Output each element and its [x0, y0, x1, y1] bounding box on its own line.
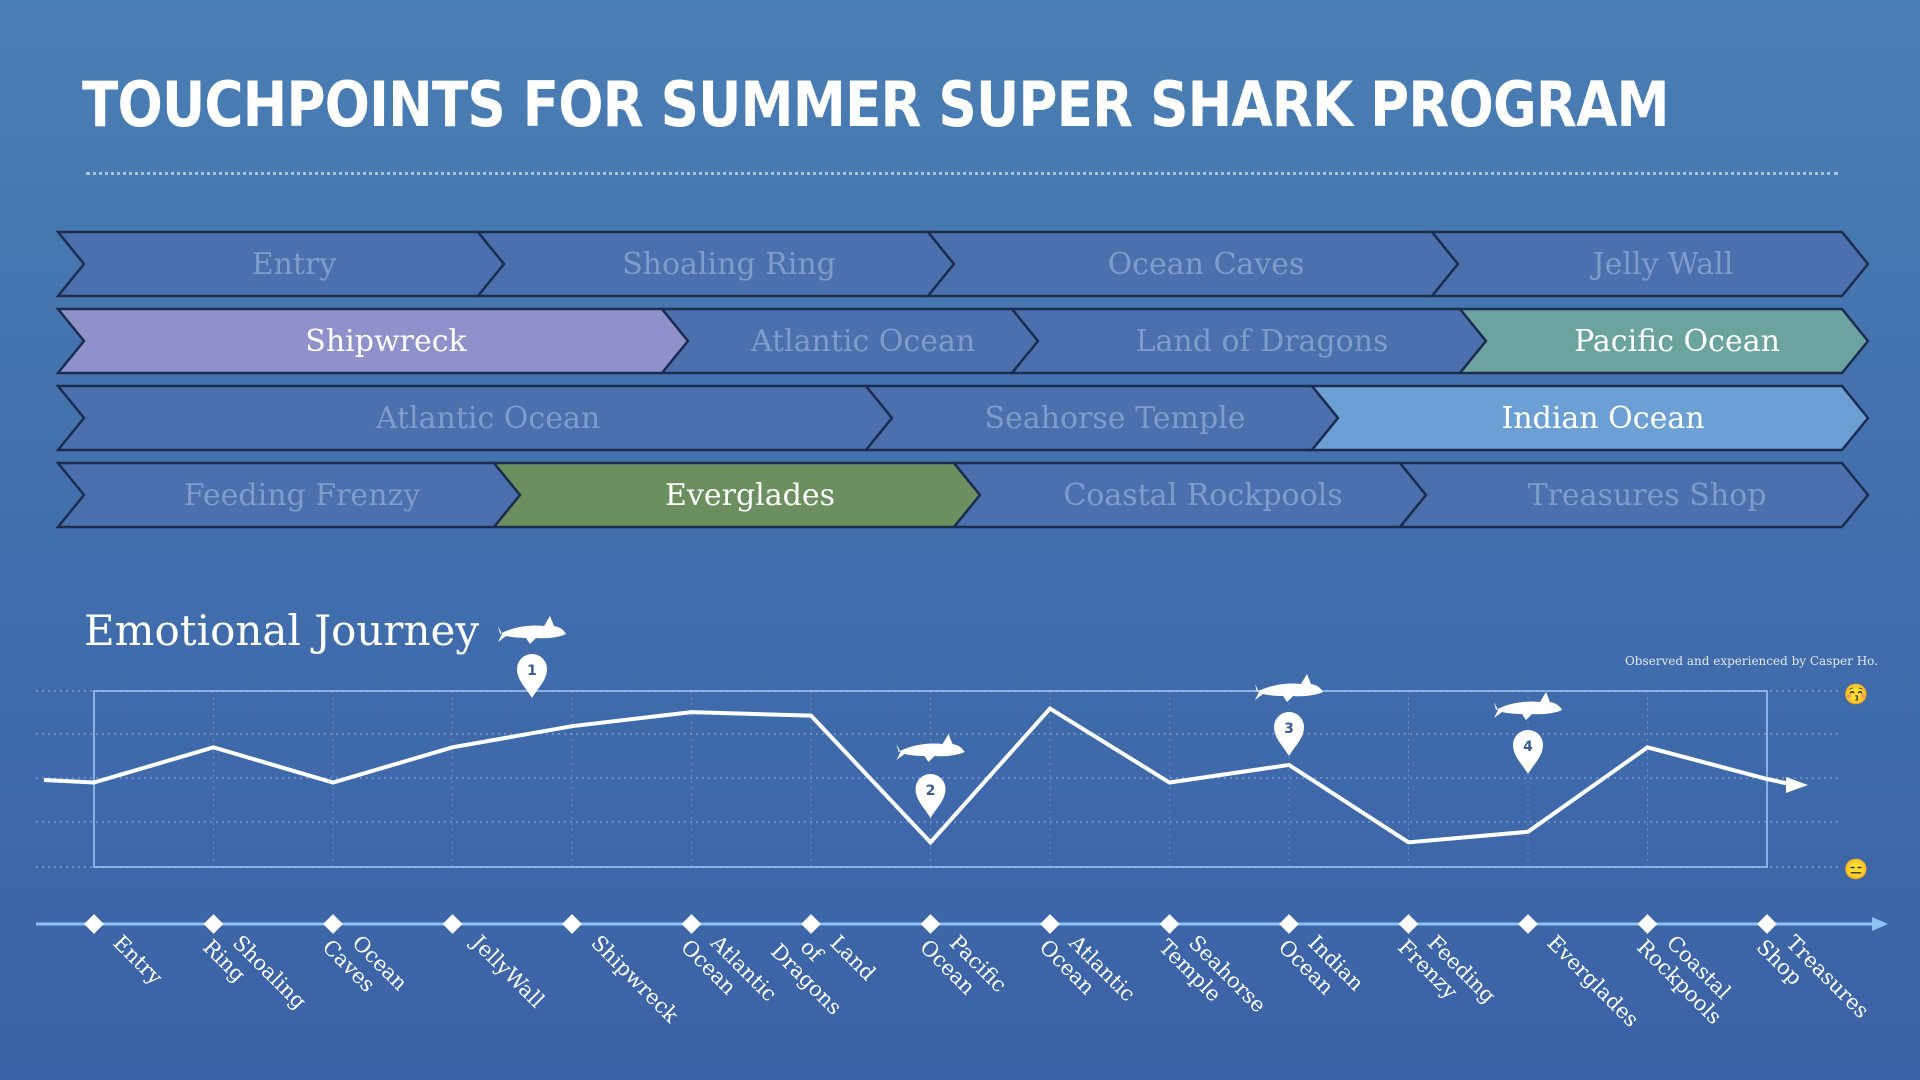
axis-diamond	[1040, 914, 1060, 934]
touchpoint-segment: Pacific Ocean	[1457, 307, 1870, 375]
x-axis-arrowhead	[1872, 917, 1888, 931]
emotional-journey-chart: Entry ShoalingRing OceanCaves JellyWall Ship…	[36, 616, 1888, 1040]
touchpoint-label: Shipwreck	[305, 323, 467, 359]
axis-diamond	[1279, 914, 1299, 934]
axis-diamond	[442, 914, 463, 934]
marker-number: 4	[1523, 739, 1533, 755]
marker-pin: 2	[915, 774, 946, 818]
category-label: Shipwreck	[586, 931, 683, 1028]
shark-icon	[1494, 692, 1562, 720]
axis-diamond	[84, 914, 104, 934]
touchpoint-segment: Coastal Rockpools	[951, 461, 1428, 529]
shark-icon	[498, 616, 566, 644]
shark-icon	[1255, 674, 1323, 702]
touchpoint-label: Everglades	[665, 477, 835, 513]
axis-diamond	[1757, 914, 1777, 934]
category-label: AtlanticOcean	[1035, 918, 1140, 1023]
touchpoint-rows: Entry Shoaling Ring Ocean Caves Jelly Wall S…	[55, 230, 1870, 529]
category-label: SeahorseTemple	[1154, 918, 1270, 1034]
touchpoint-segment: Atlantic Ocean	[55, 384, 894, 452]
touchpoint-label: Entry	[251, 246, 337, 282]
category-label: Everglades	[1542, 931, 1643, 1032]
touchpoint-segment: Atlantic Ocean	[659, 307, 1040, 375]
touchpoint-segment: Jelly Wall	[1429, 230, 1870, 298]
credit-note: Observed and experienced by Casper Ho.	[1624, 654, 1878, 668]
emotion-line-arrowhead	[1786, 777, 1808, 793]
journey-title: Emotional Journey	[84, 606, 480, 655]
axis-diamond	[1637, 914, 1658, 934]
touchpoint-label: Land of Dragons	[1135, 323, 1389, 359]
touchpoint-label: Feeding Frenzy	[183, 477, 421, 513]
touchpoint-label: Seahorse Temple	[984, 400, 1246, 436]
title-divider	[86, 172, 1838, 175]
touchpoint-label: Atlantic Ocean	[375, 400, 601, 436]
category-label: Entry	[108, 931, 167, 990]
touchpoint-segment: Everglades	[491, 461, 982, 529]
touchpoint-segment: Feeding Frenzy	[55, 461, 522, 529]
touchpoint-label: Pacific Ocean	[1574, 323, 1780, 359]
axis-diamond	[1159, 914, 1180, 934]
touchpoint-label: Ocean Caves	[1107, 246, 1305, 282]
marker-pin: 3	[1274, 712, 1304, 756]
happy-face-icon: 😚	[1844, 682, 1869, 706]
axis-diamond	[801, 914, 821, 934]
axis-diamond	[1398, 914, 1419, 934]
category-label: ShoalingRing	[198, 918, 311, 1031]
axis-diamond	[681, 914, 702, 934]
touchpoint-segment: Seahorse Temple	[863, 384, 1340, 452]
touchpoint-segment: Indian Ocean	[1309, 384, 1870, 452]
axis-diamond	[1518, 914, 1538, 934]
emotion-line	[43, 706, 1791, 846]
touchpoint-segment: Treasures Shop	[1397, 461, 1870, 529]
touchpoint-segment: Entry	[55, 230, 506, 298]
touchpoint-label: Indian Ocean	[1501, 400, 1705, 436]
marker-number: 1	[527, 663, 537, 679]
category-label: LandofDragons	[766, 905, 880, 1019]
touchpoint-segment: Ocean Caves	[925, 230, 1460, 298]
category-label: FeedingFrenzy	[1393, 918, 1500, 1025]
touchpoint-label: Coastal Rockpools	[1063, 477, 1343, 513]
touchpoint-label: Jelly Wall	[1592, 246, 1734, 282]
marker-pin: 4	[1513, 730, 1543, 774]
marker-pin: 1	[517, 654, 547, 698]
neutral-face-icon: 😑	[1844, 857, 1869, 881]
page-title: TOUCHPOINTS FOR SUMMER SUPER SHARK PROGR…	[82, 68, 1670, 141]
axis-diamond	[203, 914, 224, 934]
touchpoint-segment: Shipwreck	[55, 307, 690, 375]
axis-diamond	[920, 914, 941, 934]
category-label: TreasuresShop	[1752, 918, 1874, 1040]
category-label: AtlanticOcean	[676, 918, 781, 1023]
category-label: JellyWall	[466, 929, 550, 1013]
touchpoint-segment: Shoaling Ring	[475, 230, 956, 298]
axis-diamond	[562, 914, 582, 934]
marker-number: 2	[926, 783, 936, 799]
touchpoint-label: Treasures Shop	[1527, 477, 1767, 513]
axis-diamond	[323, 914, 343, 934]
shark-icon	[896, 734, 965, 762]
touchpoint-label: Shoaling Ring	[622, 246, 836, 282]
touchpoint-segment: Land of Dragons	[1009, 307, 1488, 375]
marker-number: 3	[1284, 721, 1294, 737]
touchpoint-label: Atlantic Ocean	[750, 323, 976, 359]
category-label: CoastalRockpools	[1632, 918, 1743, 1029]
